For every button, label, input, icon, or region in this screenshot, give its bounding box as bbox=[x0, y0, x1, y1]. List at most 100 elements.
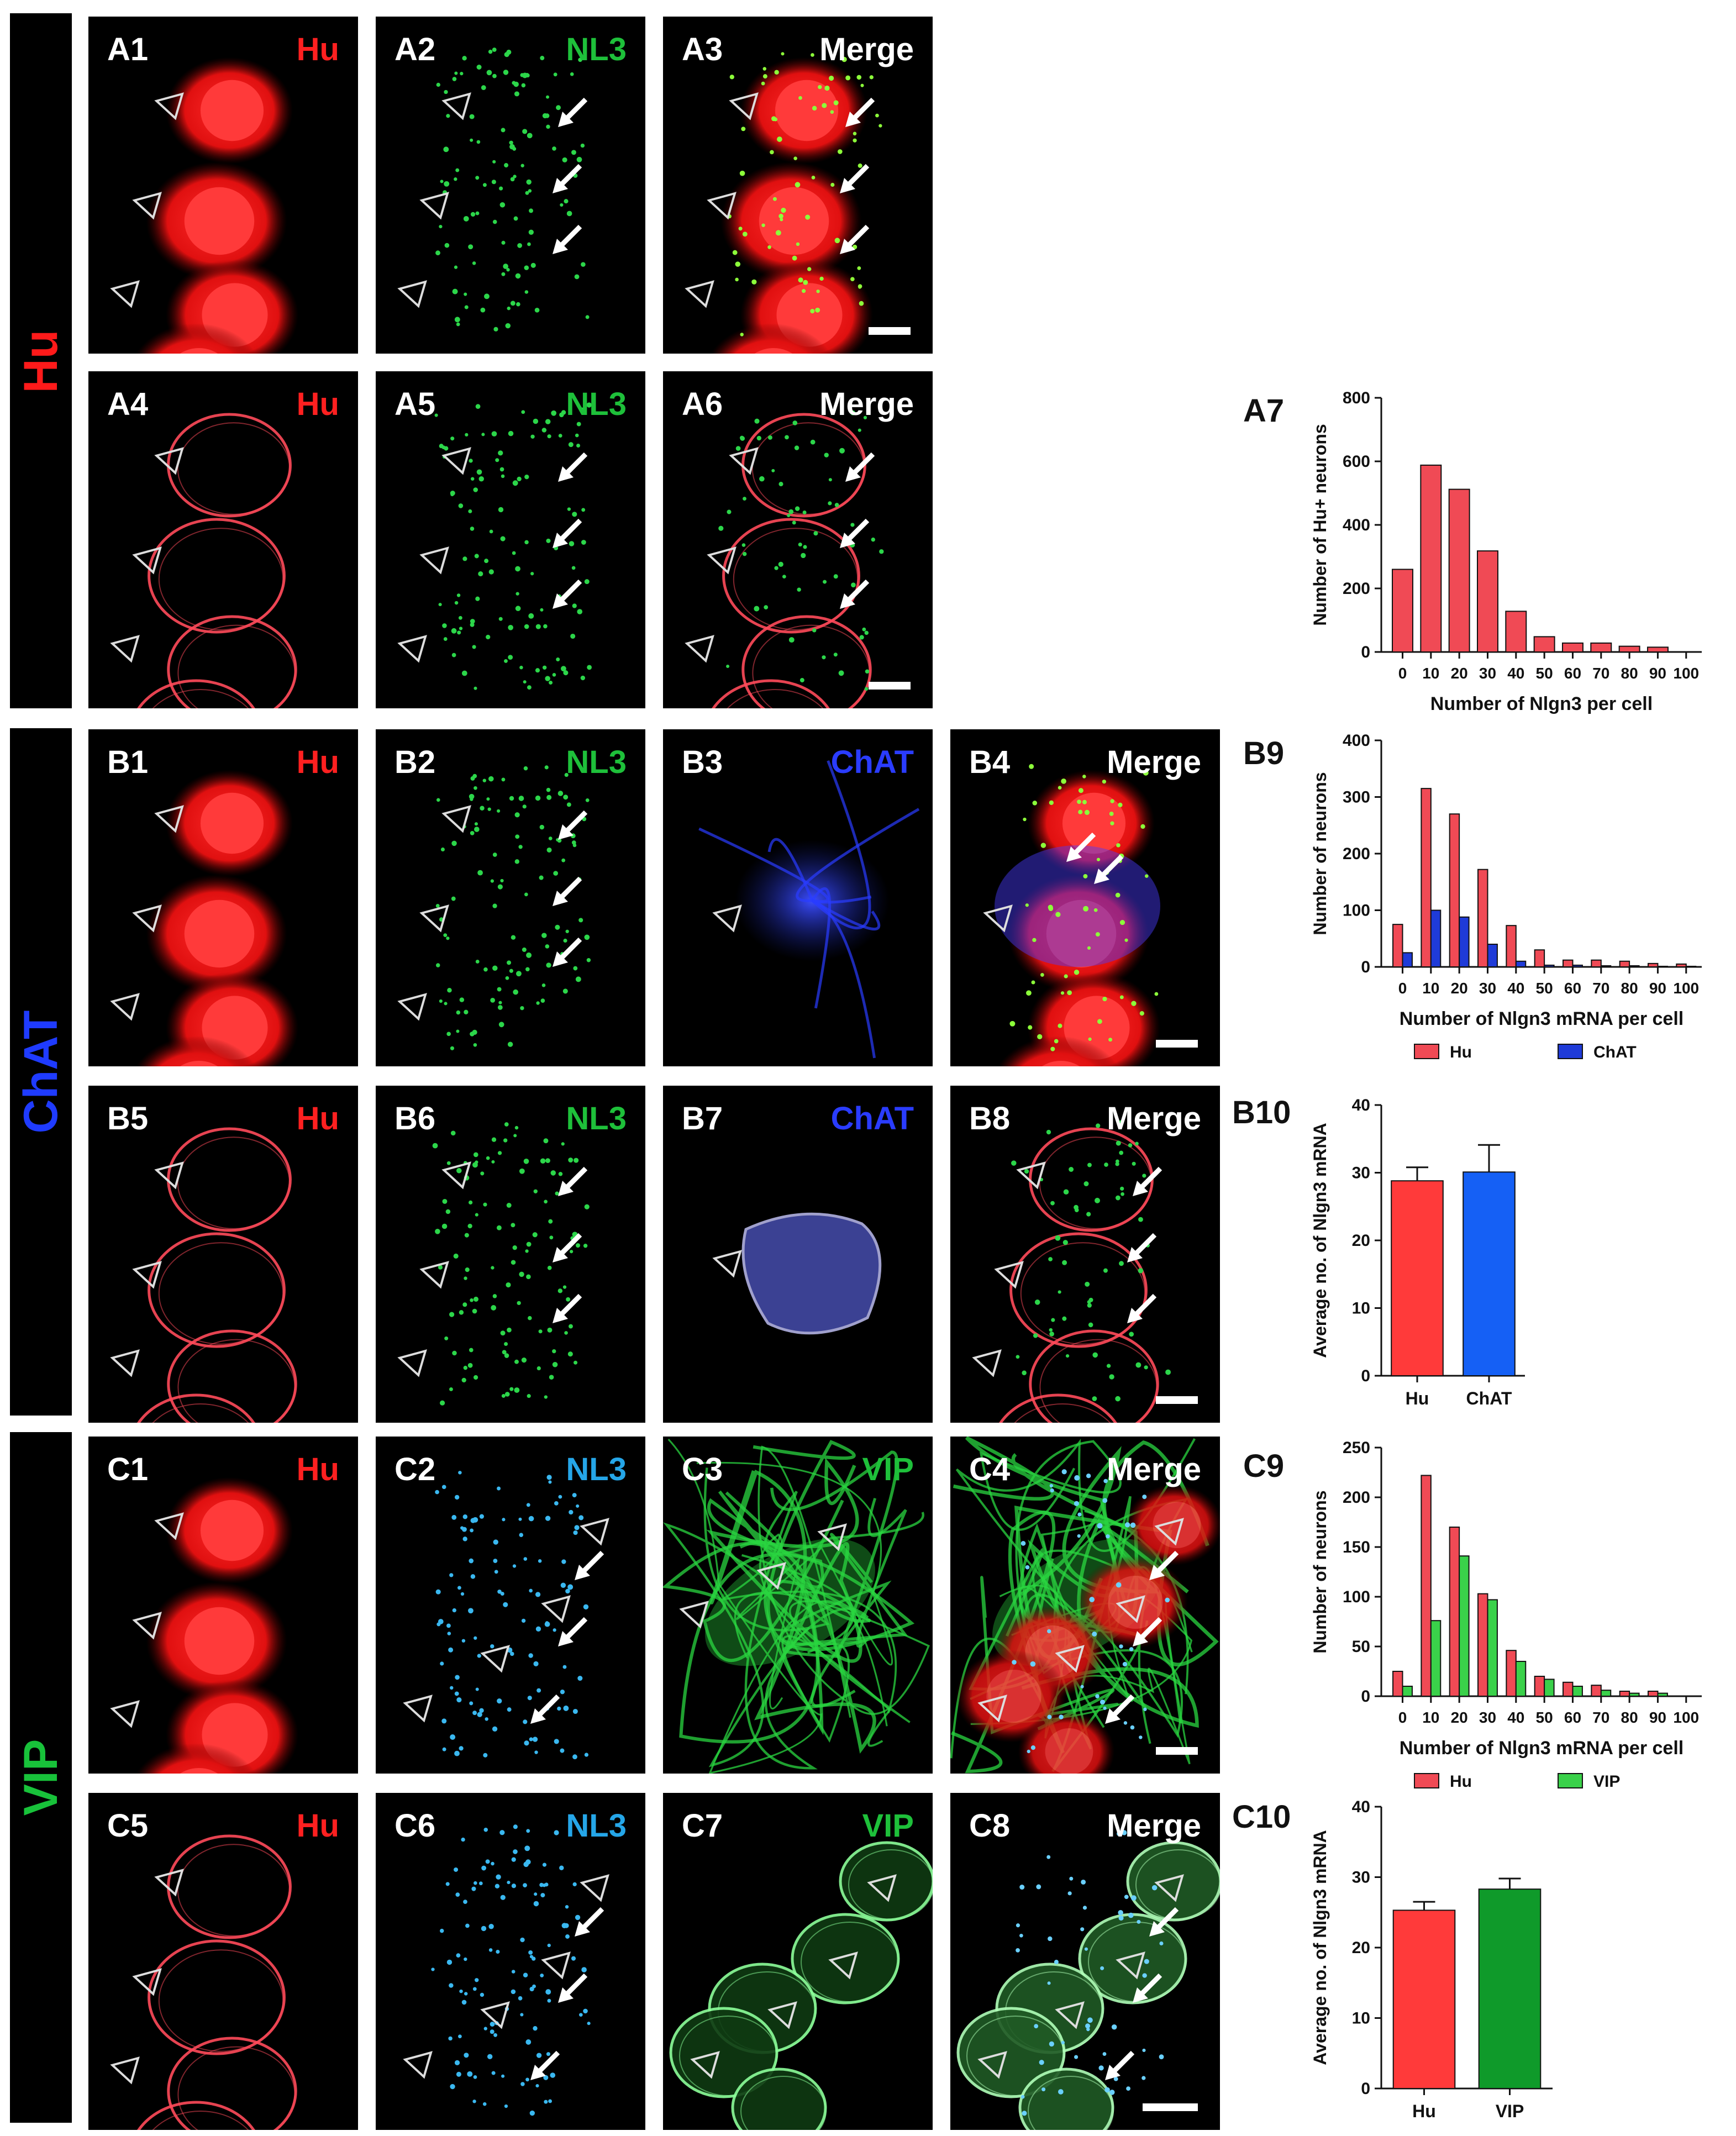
bar-chat bbox=[1685, 965, 1697, 968]
panel-channel-label: Merge bbox=[1107, 1808, 1201, 1844]
y-axis-label: Number of neurons bbox=[1310, 772, 1330, 935]
arrowhead-markers bbox=[403, 1518, 609, 1723]
micrograph-image bbox=[88, 1437, 358, 1774]
legend-swatch-chat bbox=[1558, 1044, 1583, 1059]
panel-channel-label: VIP bbox=[862, 1808, 914, 1844]
x-tick-label: 10 bbox=[1422, 665, 1439, 682]
bar-vip bbox=[1515, 1661, 1527, 1697]
bar-chat bbox=[1402, 952, 1413, 967]
arrowhead-markers bbox=[972, 1161, 1046, 1377]
legend-swatch-hu bbox=[1414, 1044, 1439, 1059]
panel-id-label: B7 bbox=[682, 1101, 723, 1137]
arrow-markers bbox=[1105, 1550, 1179, 1724]
x-tick-label: 40 bbox=[1507, 665, 1524, 682]
chart-tag-c10: C10 bbox=[1232, 1799, 1291, 1835]
bar-hu bbox=[1420, 464, 1442, 653]
arrowhead-markers bbox=[110, 805, 184, 1021]
y-tick-label: 40 bbox=[1352, 1798, 1370, 1816]
bar-hu bbox=[1534, 1676, 1545, 1697]
arrow-markers bbox=[553, 1166, 588, 1323]
arrowhead-markers bbox=[397, 92, 471, 308]
arrowhead-markers bbox=[397, 1161, 471, 1377]
panel-channel-label: Hu bbox=[296, 386, 339, 422]
panel-id-label: B2 bbox=[394, 744, 436, 780]
panel-channel-label: NL3 bbox=[566, 386, 627, 422]
bar-vip bbox=[1487, 1599, 1498, 1697]
micrograph-image bbox=[376, 1086, 645, 1423]
arrow-markers bbox=[530, 1550, 604, 1724]
chart-tag-b9: B9 bbox=[1243, 735, 1285, 771]
y-tick-label: 30 bbox=[1352, 1164, 1370, 1182]
micrograph-image bbox=[663, 729, 933, 1066]
y-tick-label: 100 bbox=[1343, 902, 1370, 920]
panel-id-label: B8 bbox=[969, 1101, 1011, 1137]
y-tick-label: 400 bbox=[1343, 732, 1370, 750]
micrograph-image bbox=[950, 729, 1220, 1066]
panel-channel-label: Merge bbox=[1107, 1451, 1201, 1487]
panel-c4: C4 Merge bbox=[950, 1437, 1220, 1774]
mrna-puncta bbox=[1009, 764, 1159, 1051]
micrograph-image bbox=[376, 17, 645, 354]
arrowhead-markers bbox=[712, 904, 742, 933]
panel-id-label: B4 bbox=[969, 744, 1011, 780]
bar-hu bbox=[1392, 1909, 1456, 2090]
panel-channel-label: ChAT bbox=[830, 1101, 914, 1137]
x-tick-label: VIP bbox=[1496, 2101, 1524, 2121]
chart-b10: 0 10 20 30 40 Average no. of Nlgn3 mRNA Hu ChAT bbox=[1298, 1094, 1536, 1414]
x-axis-label: Number of Nlgn3 mRNA per cell bbox=[1400, 1008, 1684, 1029]
arrowhead-markers bbox=[685, 447, 759, 663]
bar-vip bbox=[1572, 1686, 1583, 1697]
hu-soma-cells bbox=[135, 57, 298, 354]
x-tick-label: 80 bbox=[1621, 665, 1638, 682]
mrna-puncta bbox=[434, 402, 592, 690]
x-axis-label: Number of Nlgn3 mRNA per cell bbox=[1400, 1738, 1684, 1759]
arrow-markers bbox=[553, 810, 588, 967]
x-axis-label: Number of Nlgn3 per cell bbox=[1430, 693, 1653, 714]
panel-channel-label: NL3 bbox=[566, 31, 627, 67]
row-label-vip: VIP bbox=[14, 1739, 67, 1816]
bar-chat bbox=[1629, 965, 1640, 968]
x-tick-label: Hu bbox=[1412, 2101, 1436, 2121]
x-tick-label: 90 bbox=[1649, 1709, 1666, 1726]
scale-bar bbox=[1156, 1747, 1198, 1755]
arrow-markers bbox=[1105, 1907, 1179, 2080]
bar-vip bbox=[1478, 1888, 1542, 2090]
panel-id-label: A4 bbox=[107, 386, 149, 422]
micrograph-image bbox=[663, 371, 933, 708]
arrowhead-markers bbox=[110, 1512, 184, 1728]
y-tick-label: 600 bbox=[1343, 453, 1370, 471]
panel-a2: A2 NL3 bbox=[376, 17, 645, 354]
y-tick-label: 200 bbox=[1343, 1488, 1370, 1507]
micrograph-image bbox=[950, 1793, 1220, 2130]
x-tick-label: 50 bbox=[1536, 665, 1553, 682]
y-axis-label: Number of Hu+ neurons bbox=[1310, 424, 1330, 625]
bar-hu bbox=[1676, 963, 1687, 967]
y-tick-label: 250 bbox=[1343, 1439, 1370, 1457]
legend-swatch-hu bbox=[1414, 1773, 1439, 1788]
y-tick-label: 300 bbox=[1343, 788, 1370, 807]
mrna-puncta bbox=[1016, 1830, 1164, 2116]
x-tick-label: 20 bbox=[1451, 1709, 1468, 1726]
panel-id-label: B6 bbox=[394, 1101, 436, 1137]
x-tick-label: 30 bbox=[1479, 1709, 1496, 1726]
x-tick-label: ChAT bbox=[1466, 1388, 1512, 1408]
y-tick-label: 150 bbox=[1343, 1538, 1370, 1556]
panel-id-label: A2 bbox=[394, 31, 436, 67]
panel-channel-label: Merge bbox=[1107, 1101, 1201, 1137]
panel-id-label: B1 bbox=[107, 744, 149, 780]
y-tick-label: 100 bbox=[1343, 1588, 1370, 1606]
bar-hu bbox=[1448, 488, 1470, 653]
micrograph-image bbox=[88, 1793, 358, 2130]
bar-hu bbox=[1619, 960, 1630, 967]
x-tick-label: 60 bbox=[1564, 980, 1581, 997]
chat-cell-outline bbox=[741, 1212, 882, 1335]
y-axis-label: Average no. of Nlgn3 mRNA bbox=[1310, 1830, 1330, 2065]
panel-c8: C8 Merge bbox=[950, 1793, 1220, 2130]
bar-hu bbox=[1477, 869, 1488, 967]
x-tick-label: 90 bbox=[1649, 980, 1666, 997]
y-tick-label: 50 bbox=[1352, 1638, 1370, 1656]
panel-a4: A4 Hu bbox=[88, 371, 358, 708]
panel-c5: C5 Hu bbox=[88, 1793, 358, 2130]
chart-tag-c9: C9 bbox=[1243, 1448, 1285, 1484]
panel-b2: B2 NL3 bbox=[376, 729, 645, 1066]
